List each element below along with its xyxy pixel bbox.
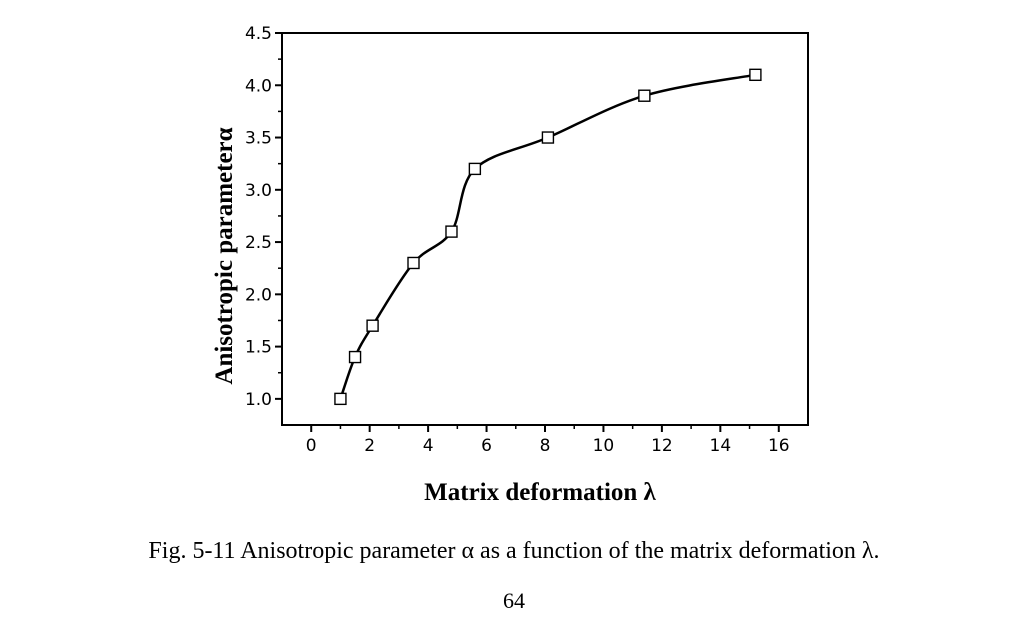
data-markers (334, 68, 762, 406)
data-point (468, 162, 482, 176)
x-tick-label: 12 (651, 436, 673, 456)
data-point (334, 392, 347, 406)
x-tick-label: 4 (423, 436, 434, 456)
x-axis-title: Matrix deformation λ (424, 479, 656, 506)
x-tick-label: 10 (593, 436, 615, 456)
y-tick-label: 3.0 (245, 181, 272, 201)
data-point (366, 319, 379, 332)
y-tick-label: 2.5 (245, 233, 272, 253)
fit-curve (339, 73, 756, 400)
y-axis-title: Anisotropic parameterα (211, 127, 238, 384)
y-axis: 1.0 1.5 2.0 2.5 3.0 3.5 4.0 4.5 (245, 24, 282, 410)
x-tick-label: 14 (710, 436, 732, 456)
plot-frame (281, 32, 809, 426)
data-point (541, 131, 555, 144)
y-tick-label: 2.0 (245, 285, 272, 305)
data-point (407, 256, 420, 270)
figure-caption: Fig. 5-11 Anisotropic parameter α as a f… (148, 538, 880, 564)
x-tick-label: 16 (768, 436, 790, 456)
x-axis: 0 2 4 6 8 10 12 14 16 (306, 425, 790, 456)
y-tick-label: 4.5 (245, 24, 272, 44)
x-tick-label: 0 (306, 436, 317, 456)
y-tick-label: 3.5 (245, 129, 272, 149)
data-point (638, 89, 651, 102)
x-tick-label: 6 (481, 436, 492, 456)
page-number: 64 (503, 588, 525, 613)
x-tick-label: 2 (364, 436, 375, 456)
data-point (348, 350, 362, 364)
chart: 0 2 4 6 8 10 12 14 16 1.0 1.5 2.0 2.5 3.0 3.5 4.0 4.5 M… (211, 24, 809, 506)
data-point (445, 225, 458, 238)
y-tick-label: 4.0 (245, 76, 272, 96)
data-point (749, 68, 762, 82)
x-tick-label: 8 (540, 436, 551, 456)
y-tick-label: 1.5 (245, 338, 272, 358)
y-tick-label: 1.0 (245, 390, 272, 410)
